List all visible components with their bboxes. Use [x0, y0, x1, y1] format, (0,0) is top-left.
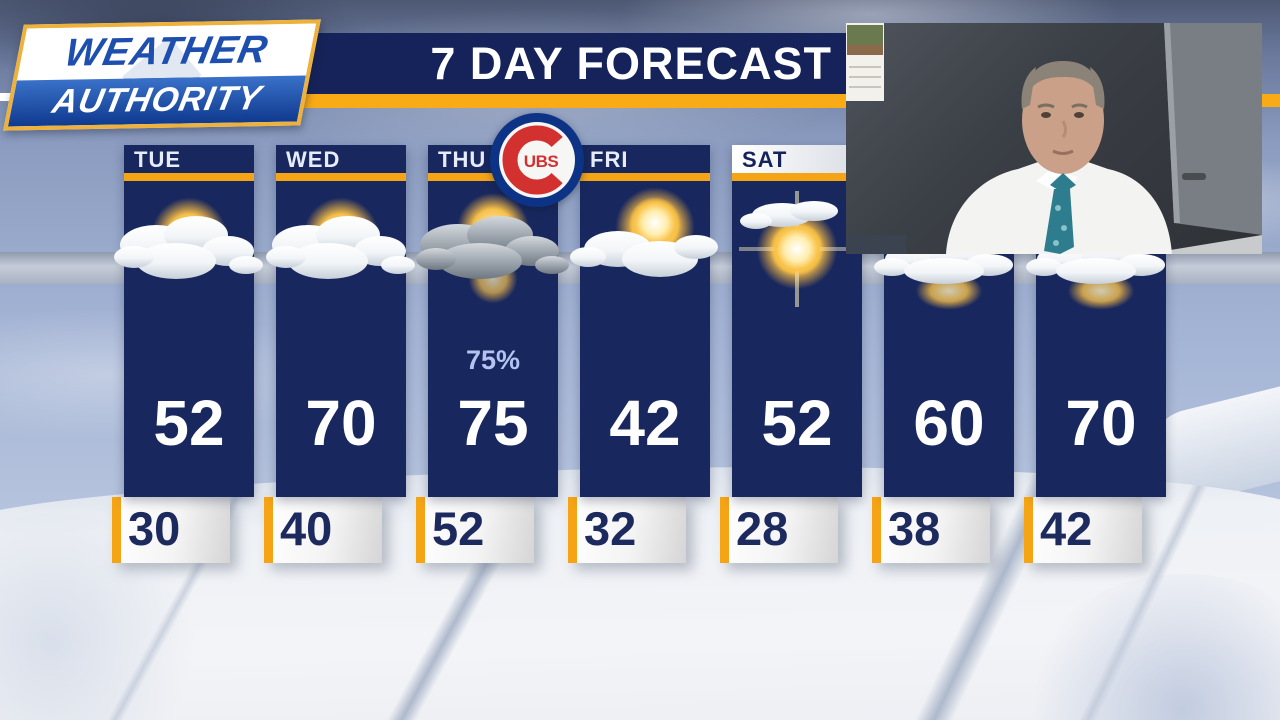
- high-temp: 60: [913, 387, 985, 459]
- gold-underline: [732, 173, 862, 181]
- forecast-column-fri: FRI 42: [570, 145, 718, 497]
- hair: [1022, 61, 1104, 109]
- eyebrow: [1037, 103, 1055, 109]
- eye: [1041, 112, 1051, 118]
- brand-line-authority: AUTHORITY: [7, 75, 306, 127]
- meteorologist: [946, 61, 1172, 254]
- low-temp-box: 40: [264, 497, 382, 563]
- eye: [1074, 112, 1084, 118]
- high-temp: 70: [305, 387, 377, 459]
- gold-underline: [276, 173, 406, 181]
- gold-accent-bar: [720, 497, 729, 563]
- teal-tie: [1044, 173, 1076, 254]
- nose: [1061, 120, 1067, 138]
- low-temp-box: 32: [568, 497, 686, 563]
- weather-authority-logo: WEATHER AUTHORITY: [3, 19, 321, 131]
- high-temp: 70: [1065, 387, 1137, 459]
- hair-side: [1021, 67, 1036, 109]
- forecast-column-sat: SAT 52: [732, 145, 862, 497]
- low-temp: 42: [1040, 502, 1093, 555]
- low-temp-box: 38: [872, 497, 990, 563]
- gold-accent-bar: [264, 497, 273, 563]
- brand-line-weather: WEATHER: [16, 23, 317, 81]
- door-edge-highlight: [1164, 23, 1180, 223]
- partly-cloudy-icon: [266, 183, 415, 287]
- low-temp-box: 30: [112, 497, 230, 563]
- meteorologist-webcam-inset: [846, 23, 1262, 254]
- day-label: THU: [438, 147, 487, 172]
- low-temp-box: 28: [720, 497, 838, 563]
- day-label-highlighted: SAT: [732, 145, 862, 173]
- gold-accent-bar: [872, 497, 881, 563]
- precip-chance: 75%: [465, 345, 521, 375]
- partly-cloudy-icon: [114, 183, 263, 287]
- gold-accent-bar: [568, 497, 577, 563]
- gold-accent-bar: [1024, 497, 1033, 563]
- chair-corner: [846, 235, 906, 254]
- low-temp: 40: [280, 502, 333, 555]
- dark-clouds-sun-icon: [416, 179, 569, 313]
- title-gold-bar: [248, 94, 846, 108]
- mostly-sunny-icon: [739, 191, 855, 307]
- floor-curve-shadow: [1013, 569, 1280, 720]
- low-temp: 28: [736, 502, 789, 555]
- low-temp: 30: [128, 502, 181, 555]
- door: [1164, 23, 1262, 235]
- page-title: 7 DAY FORECAST: [430, 38, 832, 89]
- cubs-logo-letters: UBS: [524, 152, 559, 171]
- day-label: TUE: [134, 147, 181, 172]
- gold-accent-bar: [416, 497, 425, 563]
- low-temp-box: 42: [1024, 497, 1142, 563]
- door-handle: [1182, 173, 1206, 180]
- cubs-team-logo: UBS: [490, 113, 584, 207]
- gold-underline: [428, 173, 558, 181]
- gold-accent-bar: [112, 497, 121, 563]
- cloudy-icon: [874, 243, 1013, 317]
- day-label: FRI: [590, 147, 629, 172]
- eyebrow: [1071, 103, 1088, 109]
- webcam-scene: [846, 23, 1262, 254]
- mouth: [1052, 149, 1074, 155]
- wall-calendar: [846, 23, 884, 101]
- head: [1022, 66, 1104, 174]
- gold-bar-right-segment: [1262, 94, 1280, 107]
- high-temp: 52: [153, 387, 225, 459]
- low-temp: 32: [584, 502, 637, 555]
- low-temp: 52: [432, 502, 485, 555]
- high-temp: 52: [761, 387, 833, 459]
- forecast-column-tue: TUE 52: [114, 145, 263, 497]
- low-temp: 38: [888, 502, 941, 555]
- forecast-column-thu: THU 75% 75: [416, 145, 569, 497]
- high-temp: 42: [609, 387, 681, 459]
- high-temp: 75: [457, 387, 529, 459]
- sun-and-clouds-icon: [570, 172, 718, 282]
- forecast-column-wed: WED 70: [266, 145, 415, 497]
- hair-side: [1090, 67, 1105, 109]
- low-temp-box: 52: [416, 497, 534, 563]
- gold-underline: [124, 173, 254, 181]
- floor-right: [1146, 235, 1262, 254]
- day-label: WED: [286, 147, 341, 172]
